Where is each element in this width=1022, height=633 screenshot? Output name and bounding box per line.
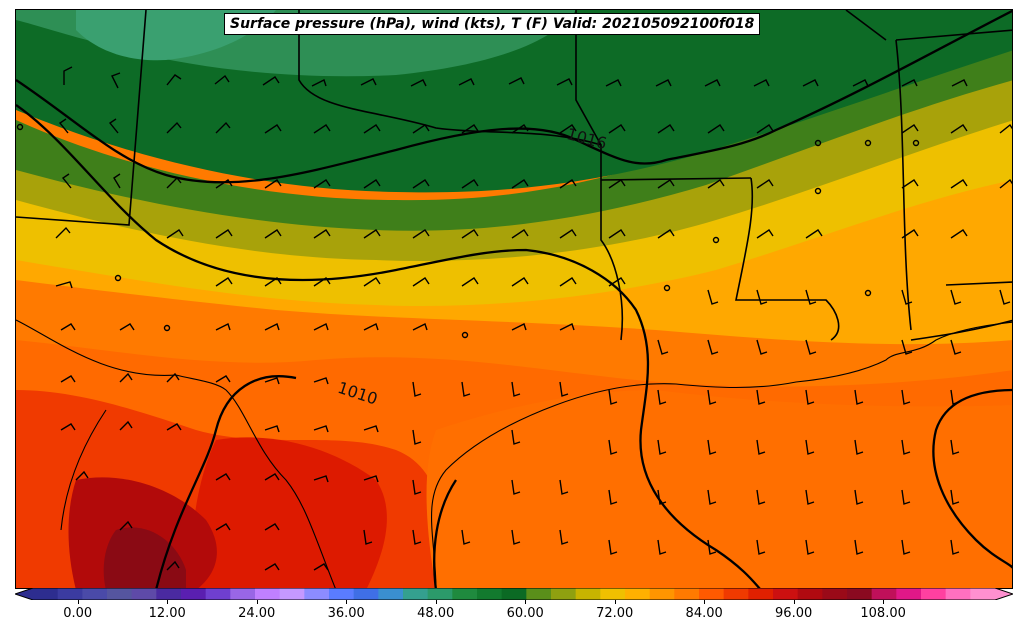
- colorbar-segment: [205, 588, 231, 600]
- colorbar-tick-label: 48.00: [417, 606, 455, 621]
- colorbar-tick-mark: [614, 600, 616, 604]
- wind-barbs: [55, 66, 1012, 571]
- colorbar-segment: [847, 588, 873, 600]
- colorbar-tick-labels: 0.00 12.00 24.00 36.00 48.00 60.00 72.00 84.00 9…: [0, 600, 1022, 630]
- colorbar-extend-high: [995, 588, 1013, 600]
- colorbar-tick-mark: [77, 600, 79, 604]
- colorbar-segment: [822, 588, 848, 600]
- colorbar-segment: [477, 588, 503, 600]
- colorbar-segment: [255, 588, 281, 600]
- colorbar-segment: [353, 588, 379, 600]
- colorbar-segment: [551, 588, 577, 600]
- colorbar-segment: [501, 588, 527, 600]
- colorbar-tick-mark: [525, 600, 527, 604]
- colorbar-segment: [699, 588, 725, 600]
- colorbar-segment: [748, 588, 774, 600]
- colorbar-tick-label: 12.00: [148, 606, 186, 621]
- colorbar-segment: [773, 588, 799, 600]
- colorbar-segment: [304, 588, 330, 600]
- state-boundaries: [16, 10, 1012, 341]
- colorbar-segment: [526, 588, 552, 600]
- colorbar-segment: [403, 588, 429, 600]
- colorbar-segment: [33, 588, 59, 600]
- colorbar-segment: [649, 588, 675, 600]
- colorbar-segment: [452, 588, 478, 600]
- map-title: Surface pressure (hPa), wind (kts), T (F…: [224, 13, 761, 35]
- colorbar-tick-mark: [167, 600, 169, 604]
- colorbar-segment: [279, 588, 305, 600]
- isobars: [16, 10, 1012, 588]
- coastline: [16, 319, 1012, 588]
- colorbar-segment: [896, 588, 922, 600]
- colorbar-tick-mark: [346, 600, 348, 604]
- colorbar-tick-label: 60.00: [506, 606, 544, 621]
- colorbar-segment: [945, 588, 971, 600]
- colorbar-segment: [600, 588, 626, 600]
- colorbar-extend-low: [15, 588, 33, 600]
- colorbar-segment: [871, 588, 897, 600]
- colorbar-segment: [181, 588, 207, 600]
- colorbar-tick-label: 0.00: [63, 606, 93, 621]
- colorbar-segment: [378, 588, 404, 600]
- colorbar-tick-label: 72.00: [596, 606, 634, 621]
- colorbar-tick-label: 108.00: [860, 606, 906, 621]
- colorbar-segment: [674, 588, 700, 600]
- colorbar-tick-label: 84.00: [685, 606, 723, 621]
- colorbar-segment: [625, 588, 651, 600]
- colorbar-segment: [156, 588, 182, 600]
- temperature-colorbar: [15, 588, 1013, 600]
- colorbar-segment: [575, 588, 601, 600]
- colorbar-segment: [970, 588, 996, 600]
- colorbar-segment: [82, 588, 108, 600]
- colorbar-segment: [131, 588, 157, 600]
- colorbar-segment: [797, 588, 823, 600]
- colorbar-tick-mark: [256, 600, 258, 604]
- colorbar-segment: [230, 588, 256, 600]
- colorbar-segment: [57, 588, 83, 600]
- colorbar-tick-mark: [704, 600, 706, 604]
- colorbar-segment: [723, 588, 749, 600]
- calm-wind-markers: [16, 123, 920, 339]
- weather-map: 1016 1010: [15, 9, 1013, 589]
- map-canvas: 1016 1010: [16, 10, 1012, 588]
- colorbar-segment: [427, 588, 453, 600]
- colorbar-tick-label: 24.00: [238, 606, 276, 621]
- colorbar-tick-mark: [793, 600, 795, 604]
- colorbar-segment: [329, 588, 355, 600]
- colorbar-tick-mark: [435, 600, 437, 604]
- colorbar-segment: [921, 588, 947, 600]
- colorbar-segment: [107, 588, 133, 600]
- colorbar-tick-label: 96.00: [775, 606, 813, 621]
- colorbar-tick-label: 36.00: [327, 606, 365, 621]
- colorbar-tick-mark: [883, 600, 885, 604]
